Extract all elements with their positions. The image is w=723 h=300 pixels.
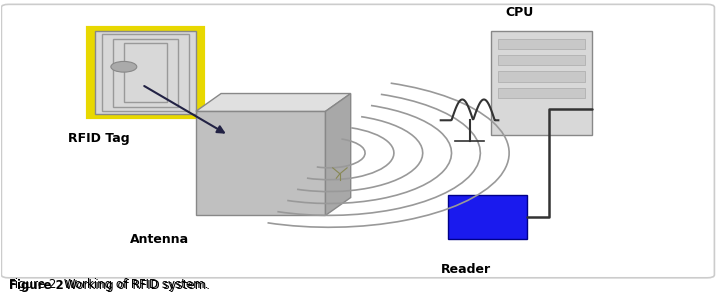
- Polygon shape: [196, 94, 351, 111]
- FancyBboxPatch shape: [1, 4, 714, 278]
- Text: Working of RFID system.: Working of RFID system.: [58, 279, 210, 292]
- Text: Reader: Reader: [441, 263, 491, 276]
- FancyBboxPatch shape: [95, 31, 196, 114]
- FancyBboxPatch shape: [498, 55, 585, 65]
- Text: CPU: CPU: [506, 6, 534, 19]
- FancyBboxPatch shape: [87, 28, 203, 117]
- FancyBboxPatch shape: [498, 71, 585, 82]
- FancyBboxPatch shape: [448, 195, 527, 239]
- Circle shape: [111, 61, 137, 72]
- Polygon shape: [325, 94, 351, 215]
- FancyBboxPatch shape: [491, 31, 592, 135]
- Text: Figure 2: Figure 2: [9, 279, 64, 292]
- Text: Figure 2  Working of RFID system.: Figure 2 Working of RFID system.: [9, 278, 208, 291]
- Text: RFID Tag: RFID Tag: [68, 132, 129, 145]
- Text: Antenna: Antenna: [130, 233, 189, 246]
- FancyBboxPatch shape: [196, 111, 325, 215]
- FancyBboxPatch shape: [498, 88, 585, 98]
- FancyBboxPatch shape: [498, 38, 585, 49]
